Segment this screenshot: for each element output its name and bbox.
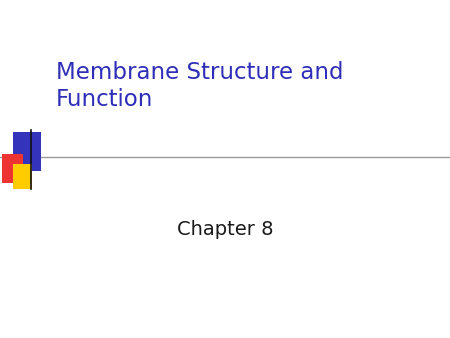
Text: Membrane Structure and
Function: Membrane Structure and Function xyxy=(56,61,344,111)
Bar xyxy=(13,164,32,189)
Bar xyxy=(13,132,40,171)
Bar xyxy=(2,154,23,183)
Text: Chapter 8: Chapter 8 xyxy=(177,220,273,239)
